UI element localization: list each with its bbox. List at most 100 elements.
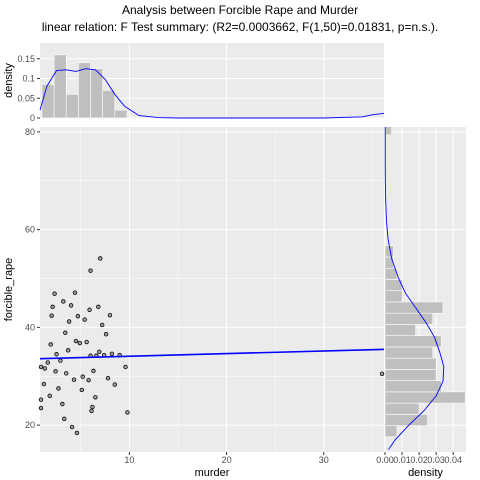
scatter-point [112,382,118,387]
scatter-point [38,397,44,402]
top-histogram-bar [102,90,116,119]
x-tick-label: 10 [124,455,134,465]
scatter-point [45,360,50,365]
right-histogram-bar [384,369,437,381]
scatter-point [99,322,105,328]
scatter-point [65,348,71,353]
scatter-point [63,330,68,335]
right-marginal-tick-label: 0.04 [444,455,462,465]
scatter-point [38,364,44,370]
top-density-curve [39,68,385,119]
scatter-point [80,374,85,379]
scatter-point [109,351,115,356]
scatter-point [42,366,48,371]
scatter-point [90,404,95,410]
top-histogram-bar [78,62,91,119]
scatter-point [91,368,96,374]
scatter-point [58,358,63,363]
right-marginal-xlabel: density [408,467,443,479]
top-marginal-tick-label: 0.1 [22,74,35,84]
scatter-point [53,369,58,374]
scatter-point [97,349,102,355]
scatter-point [73,338,79,344]
scatter-point [88,268,93,273]
y-tick-label: 60 [25,225,35,235]
right-density-curve [384,127,445,450]
scatter-point [68,303,74,308]
scatter-point [47,393,52,398]
scatter-point [74,430,80,436]
top-histogram-bar [41,84,55,119]
right-marginal-tick-label: 0.03 [427,455,445,465]
right-histogram-bar [384,402,420,415]
scatter-point [54,352,59,357]
right-histogram-bar [384,391,466,404]
x-tick-label: 20 [222,455,232,465]
scatter-point [87,307,92,312]
scatter-point [66,319,72,324]
scatter-point [96,304,101,310]
scatter-point [49,313,54,318]
scatter-point [89,408,94,414]
x-axis-label: murder [195,467,230,479]
chart-title: Analysis between Forcible Rape and Murde… [121,3,359,17]
scatter-point [64,371,69,376]
scatter-point [75,313,81,319]
right-marginal-tick-label: 0.01 [393,455,411,465]
scatter-point [52,291,57,296]
scatter-point [48,342,53,347]
y-axis-label: forcible_rape [3,258,15,322]
scatter-point [38,405,44,411]
right-histogram-bar [386,127,392,135]
right-marginal-tick-label: 0.02 [410,455,428,465]
right-histogram-bar [384,346,434,359]
top-histogram-bar [65,94,79,119]
scatter-point [50,304,55,310]
right-histogram-bar [384,256,394,269]
scatter-point [61,299,66,304]
scatter-point [72,290,78,295]
right-histogram-bar [384,425,398,438]
x-tick-label: 30 [319,455,329,465]
top-histogram-bar [90,68,103,119]
scatter-point [98,256,103,261]
scatter-point [105,376,111,381]
right-histogram-bar [384,335,442,348]
y-tick-label: 80 [25,127,35,137]
right-histogram-bar [384,301,444,314]
top-histogram-bar [53,54,67,119]
right-histogram-bar [384,290,403,303]
scatter-point [379,371,385,377]
y-tick-label: 40 [25,322,35,332]
scatter-point [62,416,67,421]
scatter-point [77,340,83,346]
top-histogram-bar [114,109,128,119]
top-marginal-tick-label: 0.05 [17,93,35,103]
right-histogram-bar [384,357,437,370]
regression-line [39,348,385,360]
scatter-point [60,401,65,407]
top-marginal-ylabel: density [3,63,15,98]
scatter-point [41,381,47,387]
scatter-point [82,317,87,322]
main-panel-background [40,127,384,452]
scatter-point [79,387,84,393]
chart-subtitle: linear relation: F Test summary: (R2=0.0… [41,20,439,34]
scatter-point [86,377,91,383]
right-histogram-bar [384,414,428,426]
top-marginal-tick-label: 0 [30,113,35,123]
scatter-point [69,424,75,430]
top-marginal-tick-label: 0.15 [17,54,35,64]
scatter-point [56,386,61,391]
right-marginal-tick-label: 0.00 [376,455,394,465]
scatter-point [84,339,89,345]
y-tick-label: 20 [25,420,35,430]
scatter-point [125,410,130,415]
scatter-point [71,377,77,382]
scatter-point [123,364,128,370]
scatter-point [107,312,113,318]
right-histogram-bar [384,380,442,393]
scatter-point [103,332,109,337]
scatter-point [93,395,98,400]
